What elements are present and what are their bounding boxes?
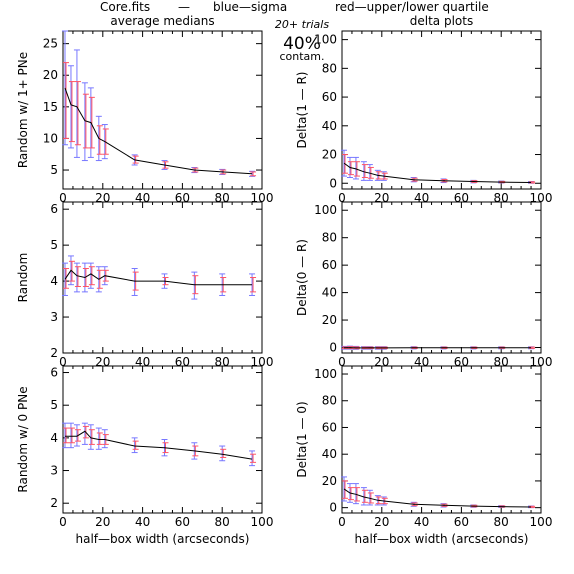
- y-tick-label: 100: [314, 33, 337, 47]
- y-tick-label: 3: [50, 310, 58, 324]
- contam-annotation: contam.: [279, 50, 324, 63]
- y-tick-label: 25: [43, 37, 58, 51]
- x-tick-label: 0: [338, 515, 346, 529]
- x-tick-label: 60: [175, 515, 190, 529]
- x-tick-label: 40: [135, 515, 150, 529]
- y-tick-label: 80: [322, 394, 337, 408]
- y-axis-label: Random w/ 0 PNe: [16, 386, 30, 492]
- y-tick-label: 60: [322, 420, 337, 434]
- y-axis-label: Random w/ 1+ PNe: [16, 52, 30, 168]
- y-tick-label: 5: [50, 238, 58, 252]
- x-tick-label: 0: [338, 191, 346, 205]
- y-tick-label: 5: [50, 398, 58, 412]
- y-tick-label: 20: [43, 68, 58, 82]
- y-tick-label: 0: [329, 501, 337, 515]
- y-tick-label: 2: [50, 496, 58, 510]
- y-tick-label: 100: [314, 367, 337, 381]
- median-series-line: [64, 269, 252, 286]
- trials-annotation: 20+ trials: [275, 18, 329, 31]
- x-tick-label: 0: [59, 191, 67, 205]
- y-axis-label: Delta(1 — R): [295, 72, 309, 149]
- contamination-annotation: 20+ trials 40% contam.: [275, 18, 329, 63]
- y-tick-label: 20: [322, 474, 337, 488]
- panel-5: 0 20 40 60 80 100 2 3 4 5 6 Random w/ 0 PNe half—box…: [16, 365, 274, 546]
- panel-title: average medians: [110, 14, 214, 28]
- y-tick-label: 6: [50, 202, 58, 216]
- y-tick-label: 80: [322, 61, 337, 75]
- header-file-label: Core.fits: [100, 0, 150, 14]
- x-tick-label: 80: [215, 515, 230, 529]
- x-tick-label: 20: [374, 515, 389, 529]
- y-tick-label: 4: [50, 431, 58, 445]
- x-tick-label: 0: [338, 355, 346, 369]
- y-tick-label: 100: [314, 203, 337, 217]
- x-tick-label: 0: [59, 355, 67, 369]
- percent-annotation: 40%: [283, 34, 321, 54]
- y-tick-label: 60: [322, 90, 337, 104]
- panel-6: 0 20 40 60 80 100 0 20 40 60 80 100 Delta(1 — 0) half…: [295, 365, 553, 546]
- x-tick-label: 20: [95, 515, 110, 529]
- x-tick-label: 100: [530, 515, 553, 529]
- y-tick-label: 60: [322, 258, 337, 272]
- y-axis-label: Random: [16, 253, 30, 303]
- y-tick-label: 20: [322, 148, 337, 162]
- x-axis-label: half—box width (arcseconds): [355, 532, 529, 546]
- x-tick-label: 60: [454, 515, 469, 529]
- x-tick-label: 80: [494, 515, 509, 529]
- x-tick-label: 100: [251, 515, 274, 529]
- figure-header: Core.fits — blue—sigma red—upper/lower q…: [100, 0, 489, 14]
- header-quartile-legend: red—upper/lower quartile: [335, 0, 489, 14]
- median-series-line: [343, 162, 532, 183]
- median-series-line: [343, 488, 532, 508]
- header-sigma-legend: blue—sigma: [213, 0, 287, 14]
- y-tick-label: 20: [322, 313, 337, 327]
- panel-title: delta plots: [410, 14, 473, 28]
- y-tick-label: 4: [50, 274, 58, 288]
- header-separator: —: [178, 0, 190, 14]
- panel-frame: [62, 30, 263, 190]
- y-tick-label: 40: [322, 447, 337, 461]
- y-tick-label: 5: [50, 163, 58, 177]
- y-tick-label: 40: [322, 119, 337, 133]
- y-tick-label: 0: [329, 176, 337, 190]
- y-tick-label: 2: [50, 346, 58, 360]
- y-tick-label: 40: [322, 286, 337, 300]
- y-axis-label: Delta(1 — 0): [295, 401, 309, 477]
- y-tick-label: 80: [322, 231, 337, 245]
- x-tick-label: 0: [59, 515, 67, 529]
- y-tick-label: 0: [329, 341, 337, 355]
- x-tick-label: 40: [414, 515, 429, 529]
- median-series-line: [65, 430, 253, 460]
- median-series-line: [64, 87, 253, 175]
- panel-frame: [341, 365, 542, 514]
- y-axis-label: Delta(0 — R): [295, 239, 309, 316]
- y-tick-label: 3: [50, 464, 58, 478]
- panel-frame: [341, 30, 542, 190]
- y-tick-label: 10: [43, 131, 58, 145]
- x-axis-label: half—box width (arcseconds): [76, 532, 250, 546]
- panel-frame: [341, 201, 542, 354]
- y-tick-label: 15: [43, 100, 58, 114]
- y-tick-label: 6: [50, 366, 58, 380]
